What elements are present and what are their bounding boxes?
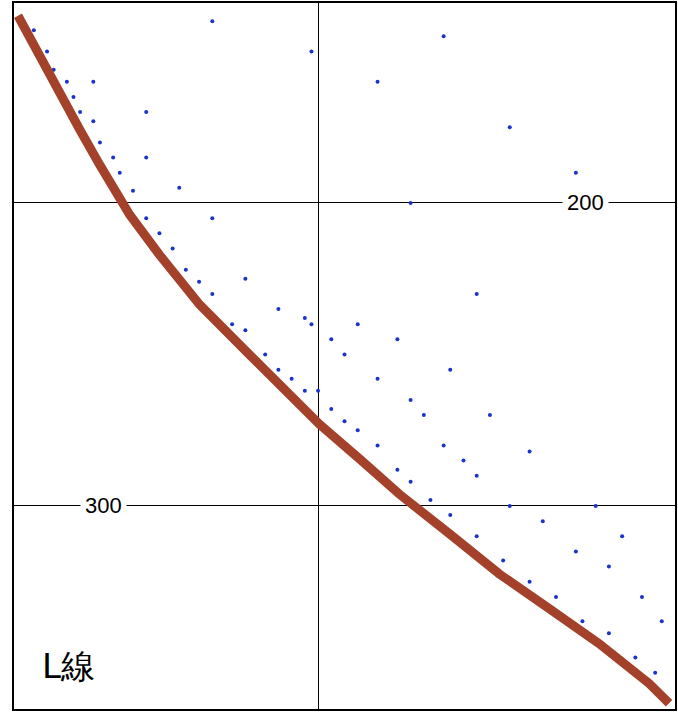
svg-text:L線: L線 [42,646,95,686]
svg-text:200: 200 [567,190,604,215]
svg-text:300: 300 [85,493,122,518]
